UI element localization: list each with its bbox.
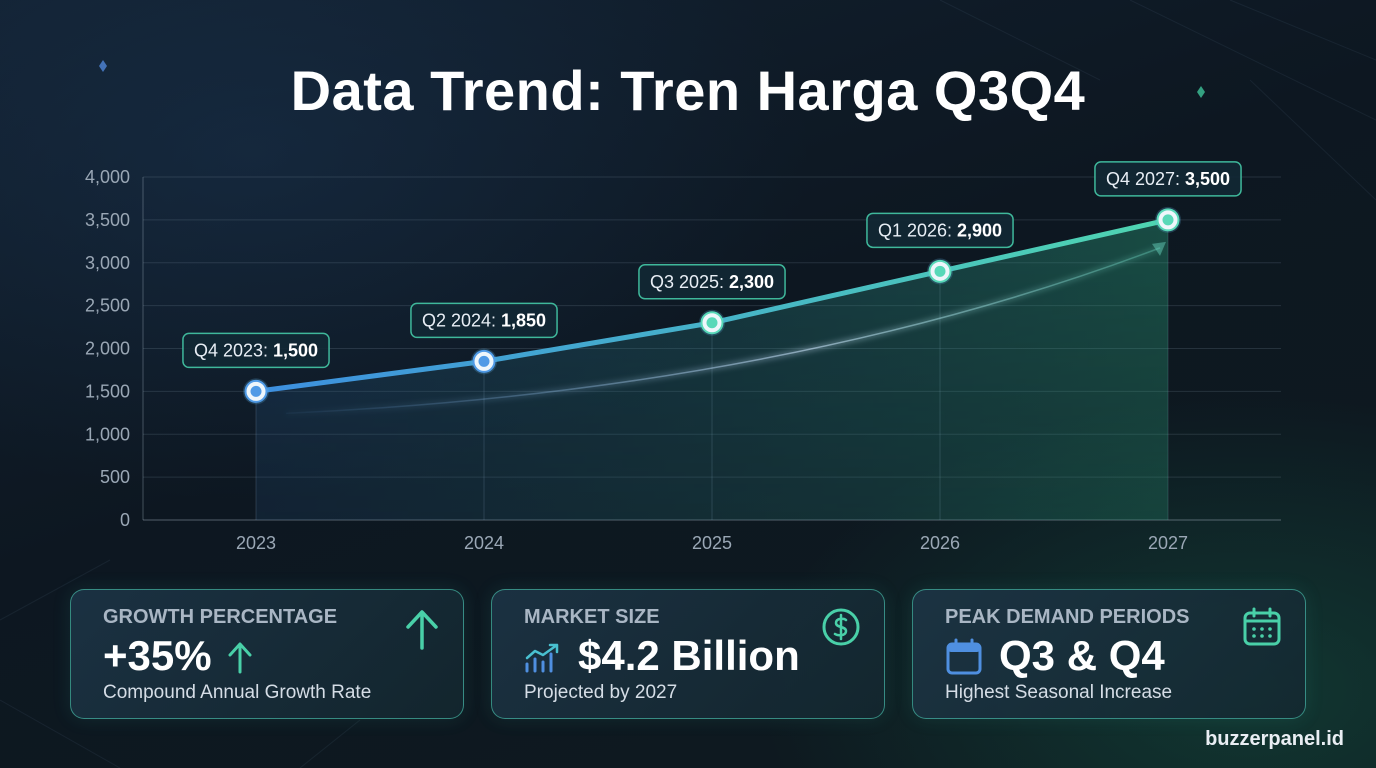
card-value: $4.2 Billion — [578, 632, 800, 679]
data-label-text: Q4 2027: 3,500 — [1106, 169, 1230, 189]
card-subtitle: Compound Annual Growth Rate — [103, 682, 372, 703]
data-labels: Q4 2023: 1,500 Q2 2024: 1,850 Q3 2025: 2,3… — [182, 161, 1242, 369]
data-label-box — [410, 302, 558, 339]
sparkle-icon — [99, 60, 107, 72]
card-label: MARKET SIZE — [524, 606, 660, 628]
calendar-icon — [946, 638, 982, 675]
peak-demand-card: PEAK DEMAND PERIODS Q3 & Q4 Highest Seas… — [912, 589, 1306, 719]
x-tick-label: 2027 — [1148, 533, 1188, 553]
data-label-text: Q2 2024: 1,850 — [422, 310, 546, 330]
growth-card: GROWTH PERCENTAGE +35% Compound Annual G… — [70, 589, 464, 719]
x-axis: 2023 2024 2025 2026 2027 — [236, 533, 1188, 553]
data-label: Q1 2026: 2,900 — [866, 212, 1014, 249]
card-value: Q3 & Q4 — [999, 632, 1165, 679]
dollar-circle-icon — [822, 608, 860, 646]
data-label-text: Q4 2023: 1,500 — [194, 340, 318, 360]
y-axis: 0 500 1,000 1,500 2,000 2,500 3,000 3,500 4,000 — [85, 167, 130, 530]
data-point — [1155, 206, 1181, 233]
calendar-icon — [1243, 607, 1281, 646]
brand-watermark: buzzerpanel.id — [1205, 728, 1344, 750]
data-label-box — [182, 332, 330, 369]
data-point — [471, 348, 497, 375]
page-title: Data Trend: Tren Harga Q3Q4 — [290, 59, 1086, 122]
data-label-box — [1094, 161, 1242, 197]
data-label-box — [638, 264, 786, 300]
y-tick-label: 3,000 — [85, 253, 130, 273]
x-tick-label: 2024 — [464, 533, 504, 553]
data-point — [243, 378, 269, 405]
data-point — [699, 309, 725, 336]
data-label-text: Q1 2026: 2,900 — [878, 220, 1002, 240]
data-label: Q2 2024: 1,850 — [410, 302, 558, 339]
trend-line — [285, 247, 1161, 415]
card-label: PEAK DEMAND PERIODS — [945, 606, 1190, 628]
card-label: GROWTH PERCENTAGE — [103, 606, 338, 628]
y-tick-label: 2,500 — [85, 296, 130, 316]
data-points — [243, 206, 1181, 405]
data-label: Q4 2027: 3,500 — [1094, 161, 1242, 197]
data-label: Q3 2025: 2,300 — [638, 264, 786, 300]
y-tick-label: 2,000 — [85, 339, 130, 359]
y-tick-label: 500 — [100, 467, 130, 487]
arrow-up-icon — [228, 642, 252, 674]
card-subtitle: Highest Seasonal Increase — [945, 682, 1173, 703]
data-point — [927, 258, 953, 285]
y-tick-label: 4,000 — [85, 167, 130, 187]
sparkle-icon — [1197, 86, 1205, 98]
x-tick-label: 2025 — [692, 533, 732, 553]
data-label-box — [866, 212, 1014, 249]
y-tick-label: 1,500 — [85, 381, 130, 401]
y-tick-label: 1,000 — [85, 424, 130, 444]
card-subtitle: Projected by 2027 — [524, 682, 678, 703]
chart-up-icon — [525, 643, 559, 673]
y-tick-label: 0 — [120, 510, 130, 530]
y-tick-label: 3,500 — [85, 210, 130, 230]
arrow-up-icon — [406, 610, 438, 650]
chart-area-fill — [256, 219, 1168, 520]
x-tick-label: 2026 — [920, 533, 960, 553]
trend-arrow-icon — [1152, 241, 1166, 256]
x-tick-label: 2023 — [236, 533, 276, 553]
market-size-card: MARKET SIZE $4.2 Billion Projected by 20… — [491, 589, 885, 719]
data-label-text: Q3 2025: 2,300 — [650, 272, 774, 292]
data-label: Q4 2023: 1,500 — [182, 332, 330, 369]
card-value: +35% — [103, 632, 212, 679]
